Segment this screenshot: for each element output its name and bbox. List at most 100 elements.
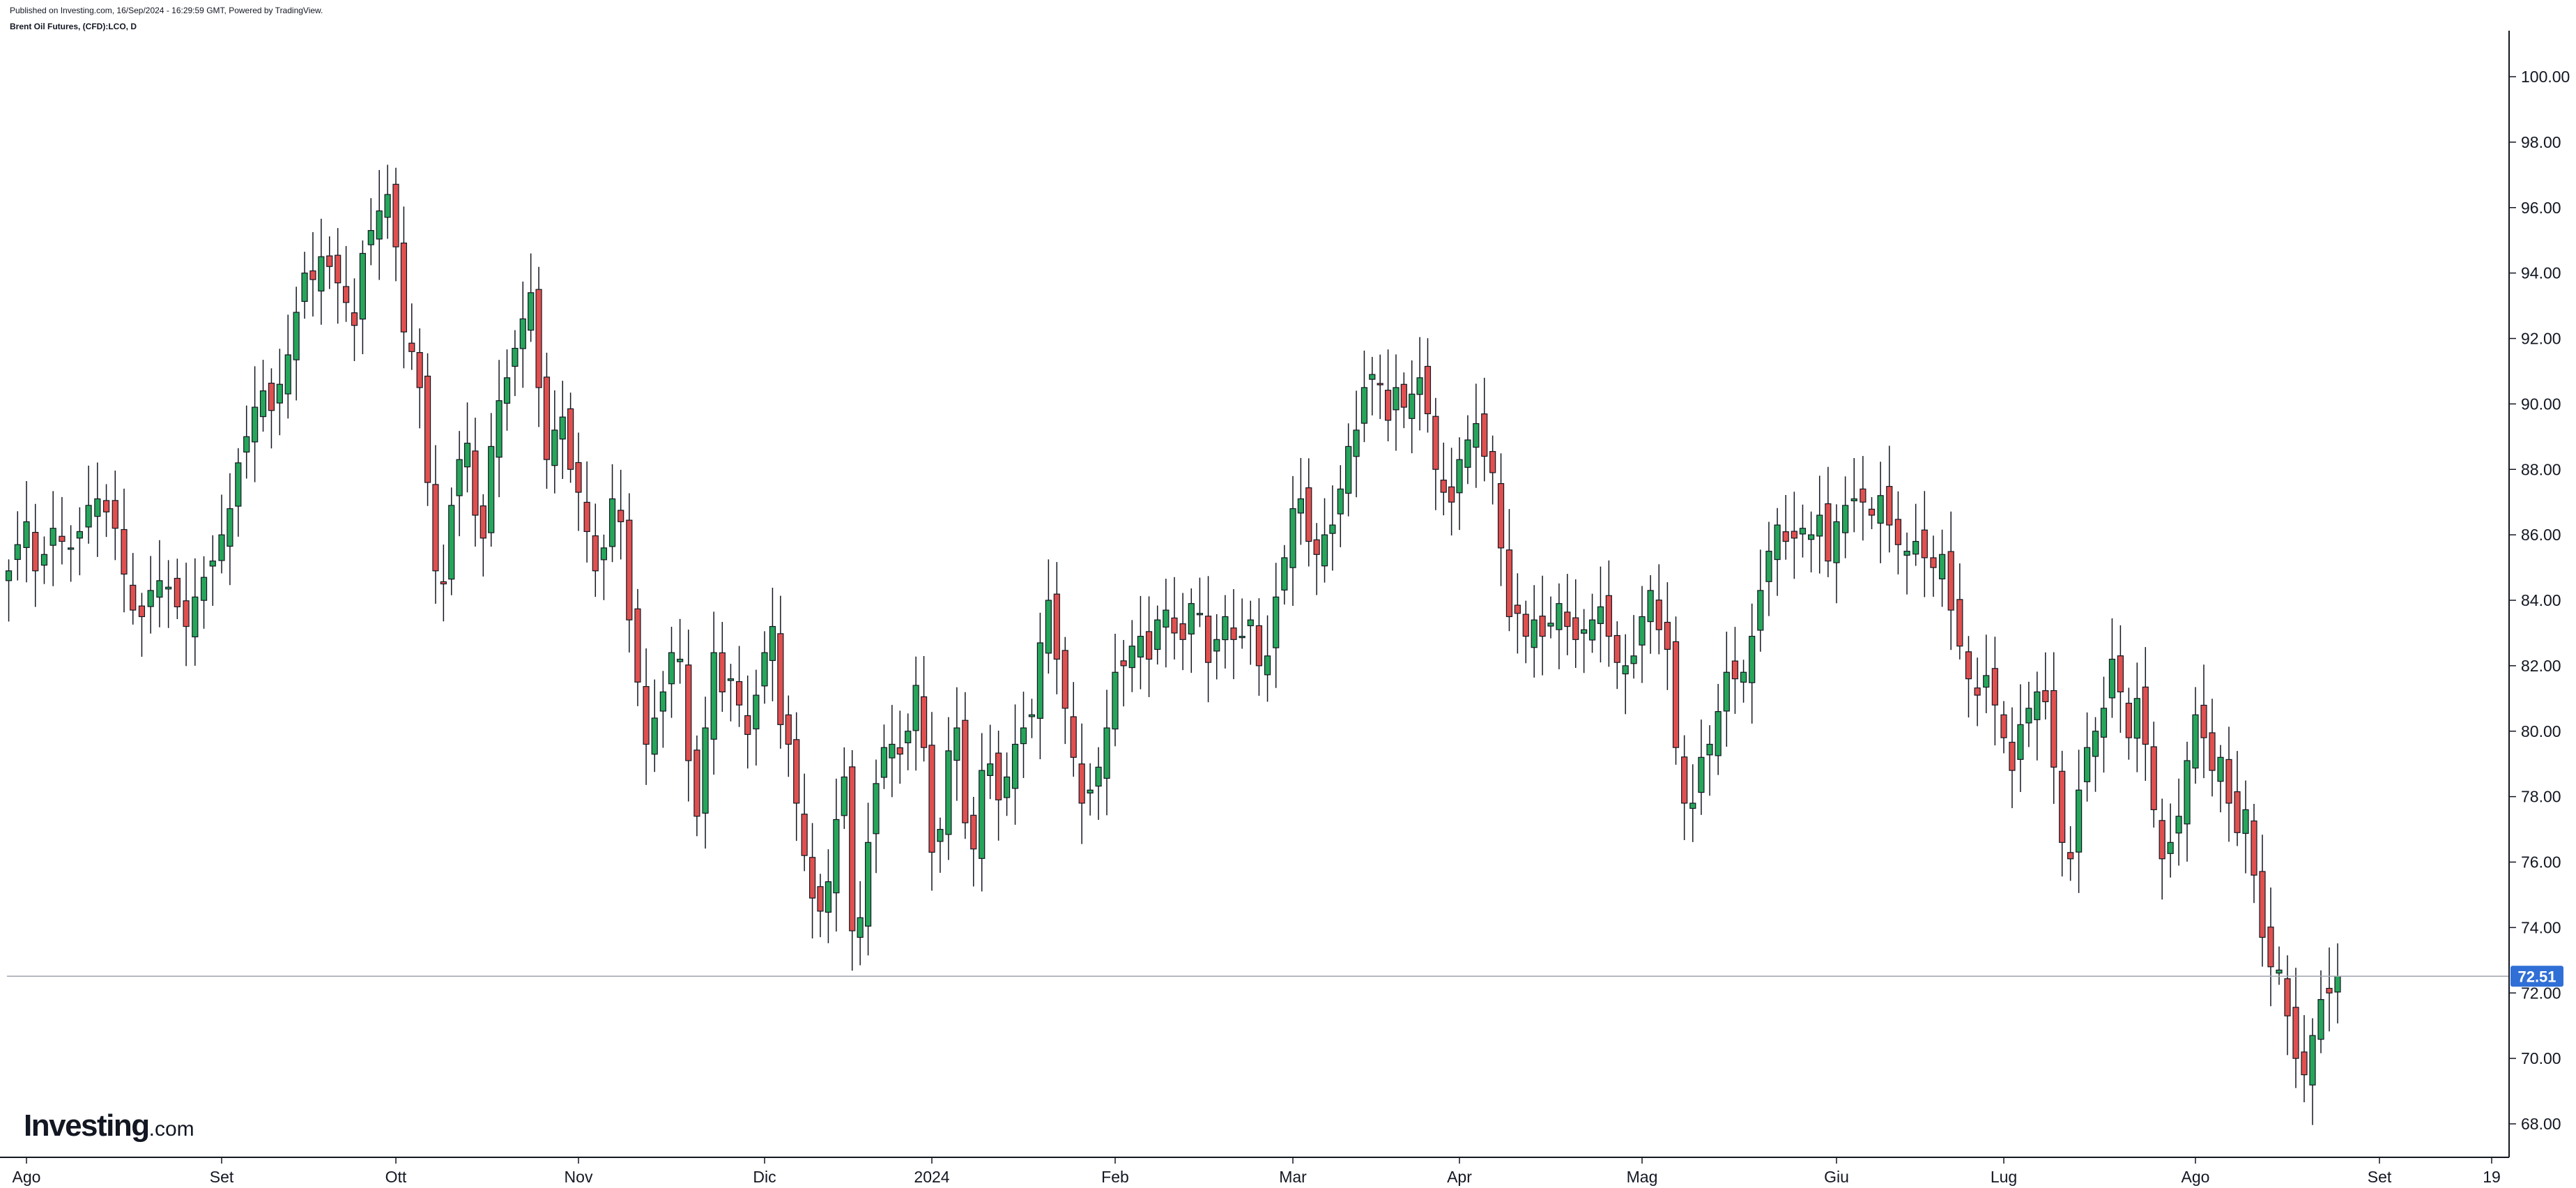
candle-down [1070,716,1077,758]
candle-down [138,605,146,618]
time-tick-label: Lug [1991,1168,2017,1186]
candle-down [1432,416,1439,470]
candle-up [5,570,13,581]
candle-down [2042,690,2049,703]
candle-up [2108,658,2116,699]
time-tick-label: Set [210,1168,234,1186]
candle-up [85,505,92,528]
candle-up [833,818,840,894]
time-tick-label: Mag [1627,1168,1658,1186]
candle-up [252,406,259,443]
candle-up [1416,377,1423,395]
candle-down [1965,651,1972,680]
candle-up [49,528,56,546]
logo-wordmark: Investing [24,1109,150,1143]
candle-up [1556,603,1563,630]
candle-up [2076,789,2083,853]
candle-up [987,763,994,776]
price-tick-label: 78.00 [2521,788,2561,806]
candle-down [1179,623,1186,640]
candle-up [2175,816,2182,834]
last-price-label: 72.51 [2517,968,2556,985]
candle-down [1564,611,1571,627]
candle-up [384,194,391,218]
candle-up [1912,540,1919,555]
candle-down [351,312,358,326]
candle-up [1740,671,1747,683]
candle-up [76,531,83,539]
last-price-tag [2510,966,2563,987]
candle-up [1163,609,1170,628]
candle-up [551,429,558,466]
candle-up [2192,714,2199,769]
candle-up [1749,636,1756,683]
candle-down [1572,617,1579,640]
candle-up [1456,459,1463,494]
candle-down [744,715,751,736]
candle-down [1053,593,1060,660]
candle-up [1689,802,1696,809]
candle-up [1581,629,1588,634]
candle-down [1377,383,1383,386]
candle-up [1774,524,1781,561]
candle-down [567,408,574,470]
candle-up [1196,613,1204,616]
candle-up [519,318,526,349]
candle-down [1605,595,1612,637]
candle-up [2083,747,2091,782]
candle-up [94,498,101,517]
candle-up [1264,655,1271,676]
logo-suffix: .com [148,1118,194,1141]
candle-up [1239,636,1245,639]
candle-down [1505,549,1513,618]
candle-down [309,270,316,280]
candle-up [769,625,776,662]
candle-up [40,554,48,566]
candle-up [376,210,383,240]
candle-up [1028,714,1036,717]
candle-down [2050,690,2057,768]
candle-up [1757,590,1764,631]
candle-down [1061,650,1068,709]
price-tick-label: 84.00 [2521,591,2561,609]
candle-up [651,717,658,755]
candle-down [1145,631,1153,660]
candle-down [268,382,275,411]
candle-up [889,743,896,759]
candles-layer [5,165,2341,1125]
candle-up [761,652,768,687]
candle-up [528,292,535,331]
price-tick-label: 70.00 [2521,1049,2561,1067]
candle-up [2133,698,2140,739]
candle-down [408,342,415,352]
candle-up [668,652,675,685]
candle-down [2117,655,2124,693]
candle-up [937,828,944,842]
candle-up [857,917,864,938]
candle-up [600,547,608,561]
candle-up [1850,498,1857,501]
candle-up [1360,387,1368,424]
candle-down [928,745,935,853]
time-axis-ticks: Ago Set Ott Nov Dic 2024 Feb Mar Apr Mag Giu Lug Ago… [13,1157,2501,1186]
candle-up [864,842,872,927]
candle-down [535,289,542,388]
candle-down [59,535,66,542]
price-tick-label: 76.00 [2521,853,2561,871]
candle-up [727,678,735,681]
candle-down [1860,488,1866,503]
candle-up [1547,623,1554,627]
candle-up [165,586,172,590]
candle-up [192,596,199,638]
candle-up [456,459,463,496]
candle-up [293,312,300,360]
candle-up [235,462,242,507]
candle-up [156,580,163,598]
candle-down [326,255,333,267]
candle-up [1715,710,1722,756]
price-tick-label: 68.00 [2521,1115,2561,1133]
candle-down [1974,687,1981,696]
price-tick-label: 96.00 [2521,199,2561,217]
candle-up [227,508,233,547]
price-tick-label: 98.00 [2521,133,2561,151]
